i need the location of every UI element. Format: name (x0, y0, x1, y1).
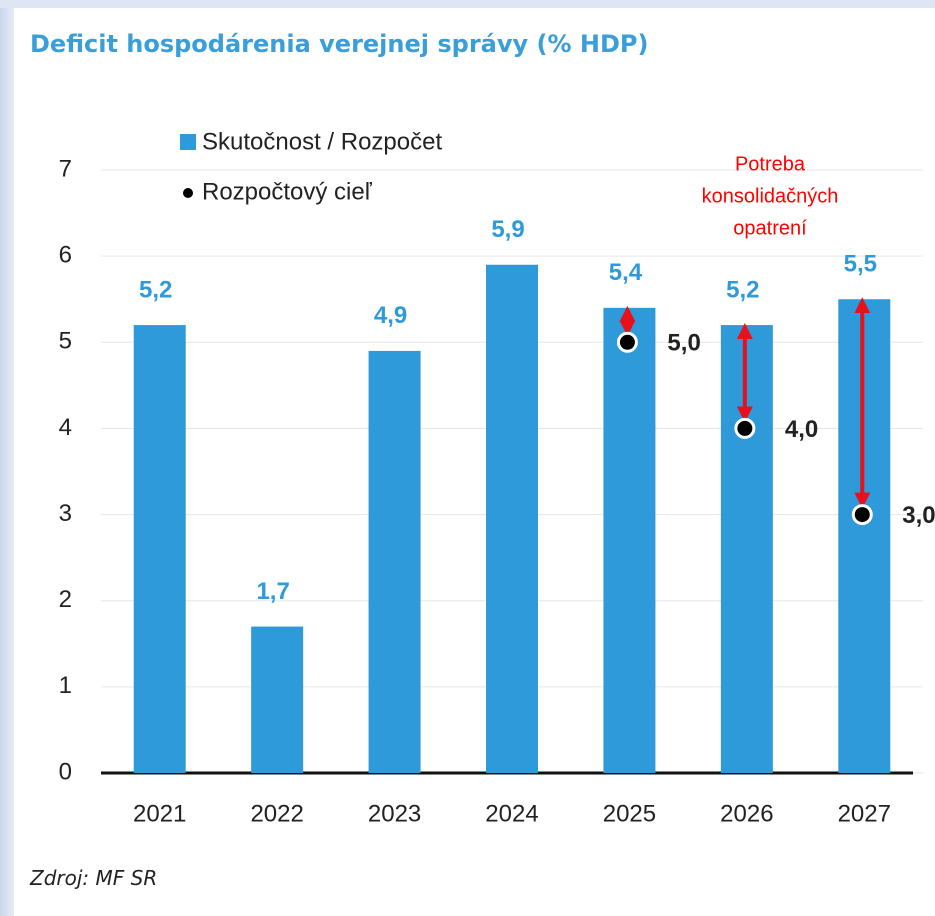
target-label: 5,0 (667, 330, 700, 357)
top-border (0, 0, 935, 8)
legend-dot (183, 188, 193, 198)
bar (368, 350, 421, 773)
data-label: 1,7 (256, 578, 289, 605)
x-tick-label: 2027 (838, 800, 891, 827)
target-dot (734, 417, 756, 439)
y-tick-label: 0 (59, 758, 72, 785)
x-tick-label: 2024 (485, 800, 538, 827)
y-tick-label: 5 (59, 328, 72, 355)
annotation: konsolidačných (702, 185, 839, 207)
x-tick-label: 2026 (720, 800, 773, 827)
data-label: 5,9 (491, 216, 524, 243)
bar (251, 626, 304, 773)
data-label: 5,5 (844, 251, 877, 278)
target-label: 4,0 (785, 416, 818, 443)
legend-label: Skutočnost / Rozpočet (202, 128, 442, 155)
source-note: Zdroj: MF SR (30, 866, 158, 890)
y-tick-label: 1 (59, 672, 72, 699)
target-label: 3,0 (902, 502, 935, 529)
x-tick-label: 2021 (133, 800, 186, 827)
target-dot (616, 331, 638, 353)
legend-swatch (180, 134, 196, 150)
y-tick-label: 3 (59, 500, 72, 527)
y-tick-label: 4 (59, 414, 72, 441)
data-label: 5,2 (726, 276, 759, 303)
x-tick-label: 2023 (368, 800, 421, 827)
data-label: 4,9 (374, 302, 407, 329)
x-tick-label: 2025 (603, 800, 656, 827)
annotation: opatrení (733, 217, 807, 239)
y-tick-label: 6 (59, 241, 72, 268)
bar (486, 264, 538, 773)
target-dot (851, 504, 873, 526)
legend-label: Rozpočtový cieľ (202, 178, 373, 205)
data-label: 5,4 (609, 259, 643, 286)
bar (133, 325, 186, 773)
y-tick-label: 7 (59, 155, 72, 182)
x-tick-label: 2022 (250, 800, 303, 827)
chart: 0 1 2 3 4 5 6 7 2021 5,2 2022 1,7 2023 4,9 2024 5,9 2025… (59, 128, 935, 827)
chart-title: Deficit hospodárenia verejnej správy (% … (30, 30, 649, 58)
annotation: Potreba (735, 153, 806, 175)
y-tick-label: 2 (59, 586, 72, 613)
bar (603, 307, 656, 773)
data-label: 5,2 (139, 276, 172, 303)
